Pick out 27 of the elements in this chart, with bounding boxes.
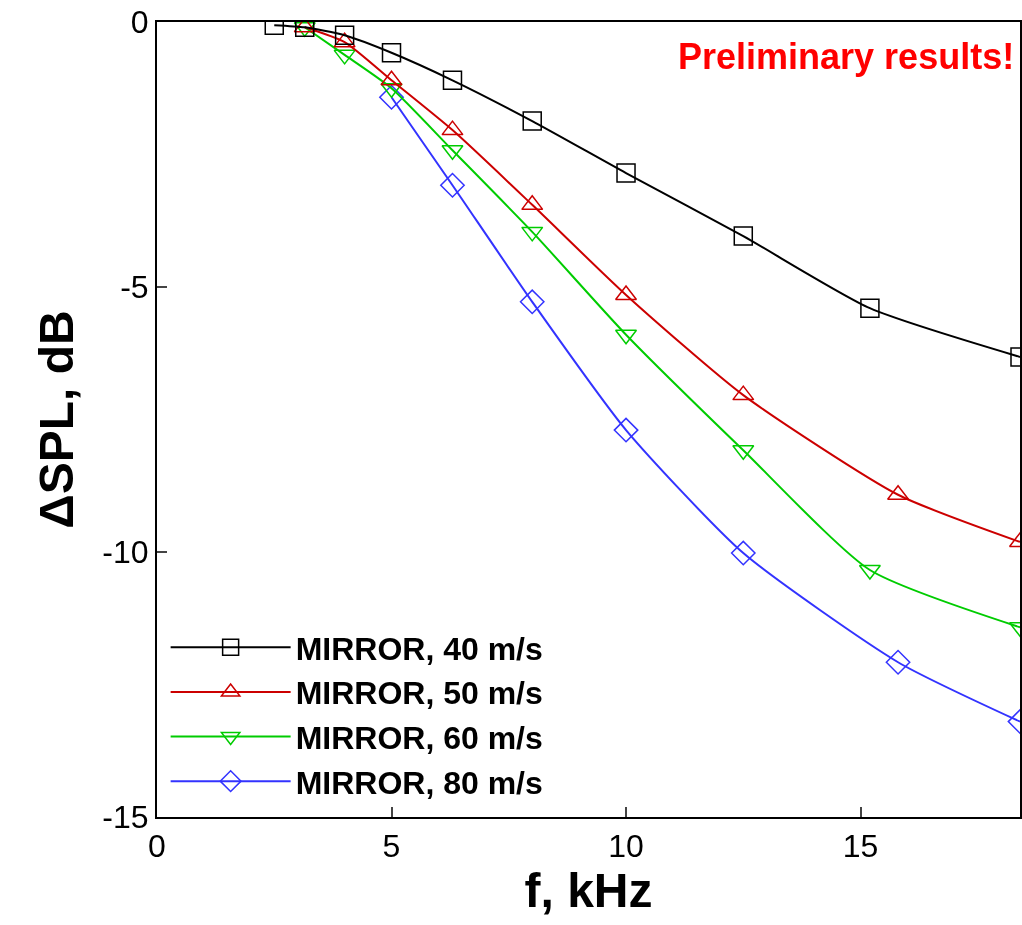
legend-label: MIRROR, 60 m/s [295, 720, 543, 757]
point [379, 84, 404, 110]
point [381, 42, 402, 63]
point [733, 226, 754, 246]
x-axis-title: f, kHz [524, 864, 653, 918]
point [519, 289, 545, 315]
legend-label: MIRROR, 50 m/s [295, 675, 543, 712]
y-tick-label: -15 [102, 799, 149, 836]
point [442, 70, 463, 91]
point [730, 540, 756, 566]
point [616, 163, 636, 183]
point [860, 298, 880, 318]
point [522, 111, 542, 131]
x-tick-label: 10 [608, 828, 644, 865]
y-tick-label: -5 [120, 269, 149, 306]
point [334, 25, 355, 45]
x-tick-label: 5 [382, 828, 401, 865]
y-axis-title: ΔSPL, dB [29, 310, 83, 529]
point [885, 649, 911, 675]
legend-label: MIRROR, 80 m/s [295, 764, 543, 801]
x-tick-label: 15 [842, 828, 879, 865]
y-tick-label: -10 [102, 534, 149, 571]
legend-label: MIRROR, 40 m/s [295, 630, 543, 667]
annotation: Preliminary results! [678, 36, 1015, 77]
y-tick-label: 0 [130, 4, 149, 41]
point [613, 417, 639, 443]
point [440, 172, 465, 198]
